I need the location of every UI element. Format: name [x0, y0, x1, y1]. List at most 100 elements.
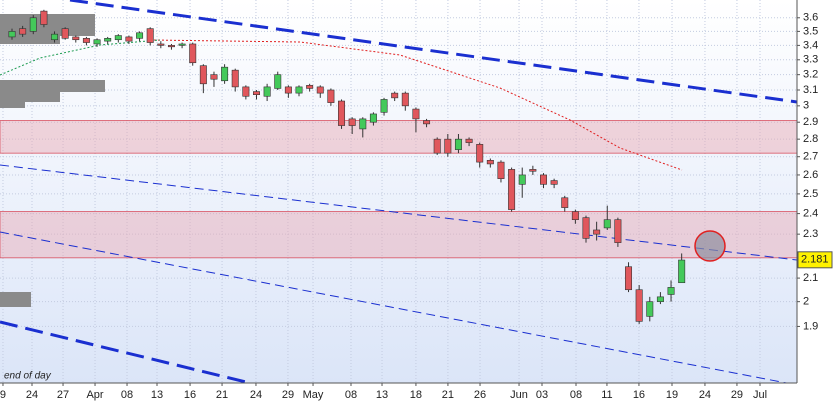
candle-body — [625, 266, 633, 291]
x-tick-label: 08 — [345, 389, 357, 401]
y-tick-label: 3 — [803, 100, 809, 112]
candle-body — [369, 113, 377, 123]
candle-body — [508, 169, 516, 210]
candle-body — [454, 138, 462, 150]
candle-body — [359, 118, 367, 130]
candle-body — [561, 197, 569, 208]
candle-body — [82, 38, 90, 43]
zones — [0, 120, 797, 259]
candle-body — [476, 144, 484, 163]
y-tick-label: 3.3 — [803, 54, 818, 66]
candle-body — [114, 35, 122, 41]
candle-body — [210, 74, 218, 80]
y-tick-label: 2.4 — [803, 208, 818, 220]
y-tick-label: 3.6 — [803, 12, 818, 24]
candle-body — [189, 43, 197, 64]
candle-body — [72, 36, 80, 41]
candle-body — [444, 138, 452, 154]
candle-body — [635, 289, 643, 322]
volume-bar — [0, 80, 105, 92]
x-tick-label: 27 — [57, 389, 69, 401]
y-tick-label: 2.7 — [803, 151, 818, 163]
x-tick-label: 16 — [184, 389, 196, 401]
candle-body — [678, 259, 686, 284]
y-tick-label: 2.1 — [803, 272, 818, 284]
volume-bar — [0, 292, 31, 307]
x-tick-label: 08 — [121, 389, 133, 401]
candle-body — [423, 120, 431, 125]
x-tick-label: Jun — [510, 389, 528, 401]
y-tick-label: 3.5 — [803, 25, 818, 37]
candle-body — [539, 174, 547, 185]
candle-body — [529, 169, 537, 172]
x-tick-label: 19 — [666, 389, 678, 401]
x-tick-label: 13 — [151, 389, 163, 401]
candle-body — [231, 69, 239, 88]
axis-labels: 1.9 2 2.1 2.3 2.4 2.5 2.6 2.7 2.8 2.9 3 3.1 3.2 3.3 3.… — [0, 12, 833, 401]
volume-bar — [0, 102, 25, 108]
volume-profile — [0, 14, 105, 307]
candle-body — [571, 211, 579, 220]
trend-line — [69, 0, 797, 104]
plot-background — [0, 0, 797, 383]
zone — [0, 120, 797, 154]
x-tick-label: 21 — [442, 389, 454, 401]
y-tick-label: 2.9 — [803, 116, 818, 128]
candle-body — [582, 217, 590, 239]
candle-body — [593, 229, 601, 235]
x-tick-label: 9 — [0, 389, 6, 401]
candle-body — [199, 65, 207, 85]
volume-bar — [0, 36, 60, 44]
x-tick-label: 11 — [601, 389, 612, 401]
candle-body — [29, 17, 37, 32]
y-tick-label: 3.2 — [803, 69, 818, 81]
candle-body — [157, 43, 165, 46]
candle-body — [242, 86, 250, 97]
candle-body — [284, 86, 292, 94]
y-tick-label: 2.6 — [803, 169, 818, 181]
y-tick-label: 3.1 — [803, 84, 818, 96]
y-tick-label: 3.4 — [803, 39, 818, 51]
volume-bar — [0, 92, 60, 102]
candle-body — [401, 92, 409, 107]
candle-body — [93, 39, 101, 45]
candle-body — [263, 86, 271, 97]
candle-body — [667, 287, 675, 295]
footnote: end of day — [4, 371, 52, 382]
candle-body — [8, 31, 16, 38]
candle-body — [656, 296, 664, 302]
candle-body — [412, 108, 420, 120]
y-tick-label: 2.5 — [803, 188, 818, 200]
candle-body — [104, 38, 112, 42]
candle-body — [125, 36, 133, 42]
candle-body — [221, 66, 229, 82]
candle-body — [348, 118, 356, 126]
candle-body — [167, 45, 175, 48]
trend-line — [0, 231, 790, 383]
candle-body — [486, 160, 494, 165]
annotations — [0, 0, 797, 383]
candle-body — [646, 301, 654, 317]
moving-average — [149, 39, 683, 171]
x-tick-label: 24 — [699, 389, 711, 401]
x-tick-label: 08 — [570, 389, 582, 401]
candle-body — [306, 85, 314, 89]
x-tick-label: May — [303, 389, 324, 401]
x-tick-label: Apr — [86, 389, 103, 401]
trend-line — [0, 320, 251, 383]
y-tick-label: 2.3 — [803, 228, 818, 240]
x-tick-label: 18 — [410, 389, 422, 401]
x-tick-label: 26 — [474, 389, 486, 401]
x-tick-label: 24 — [26, 389, 38, 401]
candle-body — [433, 138, 441, 154]
candle-body — [380, 99, 388, 113]
candle-body — [550, 180, 558, 185]
x-tick-label: 16 — [633, 389, 645, 401]
x-tick-label: 29 — [282, 389, 294, 401]
candle-body — [253, 91, 260, 95]
candle-body — [391, 92, 399, 99]
last-price-box — [797, 251, 833, 269]
candles — [8, 9, 686, 324]
last-price-label: 2.181 — [801, 254, 829, 266]
